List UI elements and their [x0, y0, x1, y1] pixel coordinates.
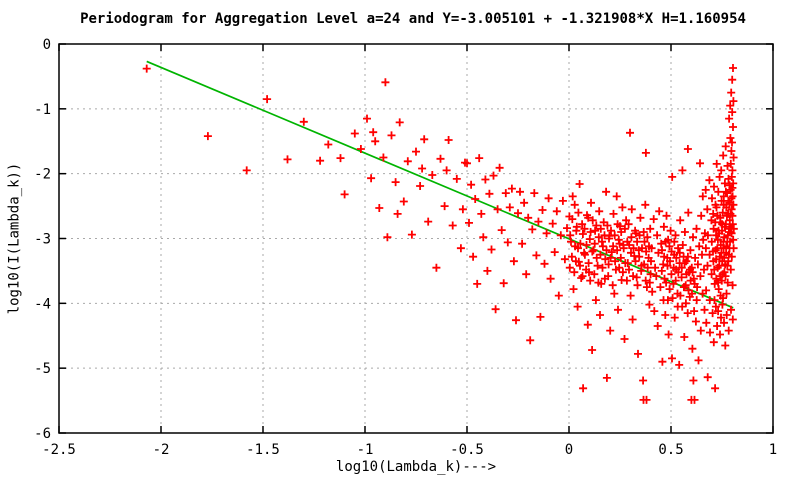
x-tick-label: -1.5	[246, 442, 280, 458]
y-tick-label: -5	[34, 361, 51, 377]
y-tick-label: 0	[43, 37, 51, 53]
y-tick-label: -4	[34, 296, 51, 312]
x-axis-label: log10(Lambda_k)--->	[335, 459, 497, 475]
x-tick-label: -2.5	[42, 442, 76, 458]
x-tick-label: 0.5	[658, 442, 683, 458]
y-tick-label: -2	[34, 167, 51, 183]
y-tick-label: -6	[34, 426, 51, 442]
x-tick-label: -2	[153, 442, 170, 458]
y-tick-label: -1	[34, 102, 51, 118]
x-tick-label: -1	[357, 442, 374, 458]
x-tick-label: -0.5	[450, 442, 484, 458]
chart-title: Periodogram for Aggregation Level a=24 a…	[80, 11, 746, 27]
x-tick-label: 1	[769, 442, 777, 458]
y-tick-label: -3	[34, 232, 51, 248]
scatter-points	[142, 64, 738, 404]
y-axis-label: log10(I(Lambda_k))	[6, 162, 23, 315]
x-tick-label: 0	[565, 442, 573, 458]
regression-line	[146, 60, 734, 309]
